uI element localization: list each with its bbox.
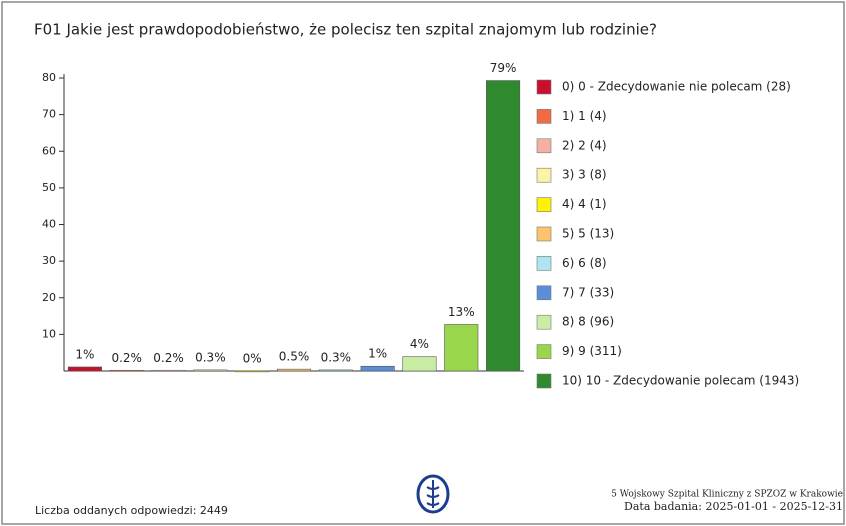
y-tick-label: 60 [42, 144, 56, 157]
legend-label: 9) 9 (311) [562, 344, 622, 358]
bar [360, 365, 395, 372]
legend-swatch [536, 109, 552, 124]
value-label: 0.2% [153, 351, 184, 365]
bar [486, 80, 521, 372]
legend-label: 7) 7 (33) [562, 285, 614, 299]
bar [318, 369, 353, 372]
legend-swatch [536, 226, 552, 242]
legend-swatch [536, 373, 552, 389]
legend-swatch [536, 197, 552, 212]
chart-title: F01 Jakie jest prawdopodobieństwo, że po… [34, 21, 657, 39]
legend-swatch [536, 344, 552, 359]
legend-label: 3) 3 (8) [562, 168, 607, 182]
legend-swatch [536, 167, 552, 183]
value-label: 0.3% [195, 350, 226, 364]
y-tick-label: 10 [42, 327, 56, 340]
bar [67, 366, 102, 372]
footer-institution: 5 Wojskowy Szpital Kliniczny z SPZOZ w K… [611, 490, 843, 500]
legend-swatch [536, 285, 552, 301]
bar [276, 368, 312, 372]
legend-swatch [536, 256, 552, 271]
y-tick-label: 40 [42, 218, 56, 231]
legend-swatch [536, 79, 552, 95]
legend-label: 8) 8 (96) [562, 315, 614, 329]
y-tick-label: 80 [42, 71, 56, 84]
bar [444, 324, 479, 372]
value-label: 0.3% [321, 350, 352, 364]
y-tick-label: 50 [42, 181, 56, 194]
value-label: 1% [368, 347, 387, 361]
y-tick-label: 70 [42, 108, 56, 121]
legend-label: 1) 1 (4) [562, 109, 607, 123]
footer-date: Data badania: 2025-01-01 - 2025-12-31 [624, 500, 843, 513]
legend-label: 6) 6 (8) [562, 256, 607, 270]
value-label: 0.5% [279, 350, 310, 364]
y-tick-label: 20 [42, 291, 56, 304]
legend-label: 2) 2 (4) [562, 138, 607, 152]
value-label: 4% [410, 337, 429, 351]
value-label: 0% [243, 351, 262, 365]
value-label: 0.2% [111, 351, 142, 365]
bar [193, 369, 228, 372]
y-tick-label: 30 [42, 254, 56, 267]
legend-label: 5) 5 (13) [562, 227, 614, 241]
legend-label: 4) 4 (1) [562, 197, 607, 211]
legend-swatch [536, 138, 552, 154]
value-label: 1% [75, 347, 94, 361]
bar [402, 356, 437, 372]
value-label: 13% [448, 305, 475, 319]
legend-swatch [536, 314, 552, 330]
logo [416, 474, 450, 514]
bar [109, 369, 144, 372]
bar [151, 369, 186, 372]
footer-left: Liczba oddanych odpowiedzi: 2449 [35, 504, 228, 517]
value-label: 79% [490, 61, 517, 75]
legend-label: 10) 10 - Zdecydowanie polecam (1943) [562, 374, 799, 388]
legend-label: 0) 0 - Zdecydowanie nie polecam (28) [562, 80, 791, 94]
bar [235, 370, 270, 373]
